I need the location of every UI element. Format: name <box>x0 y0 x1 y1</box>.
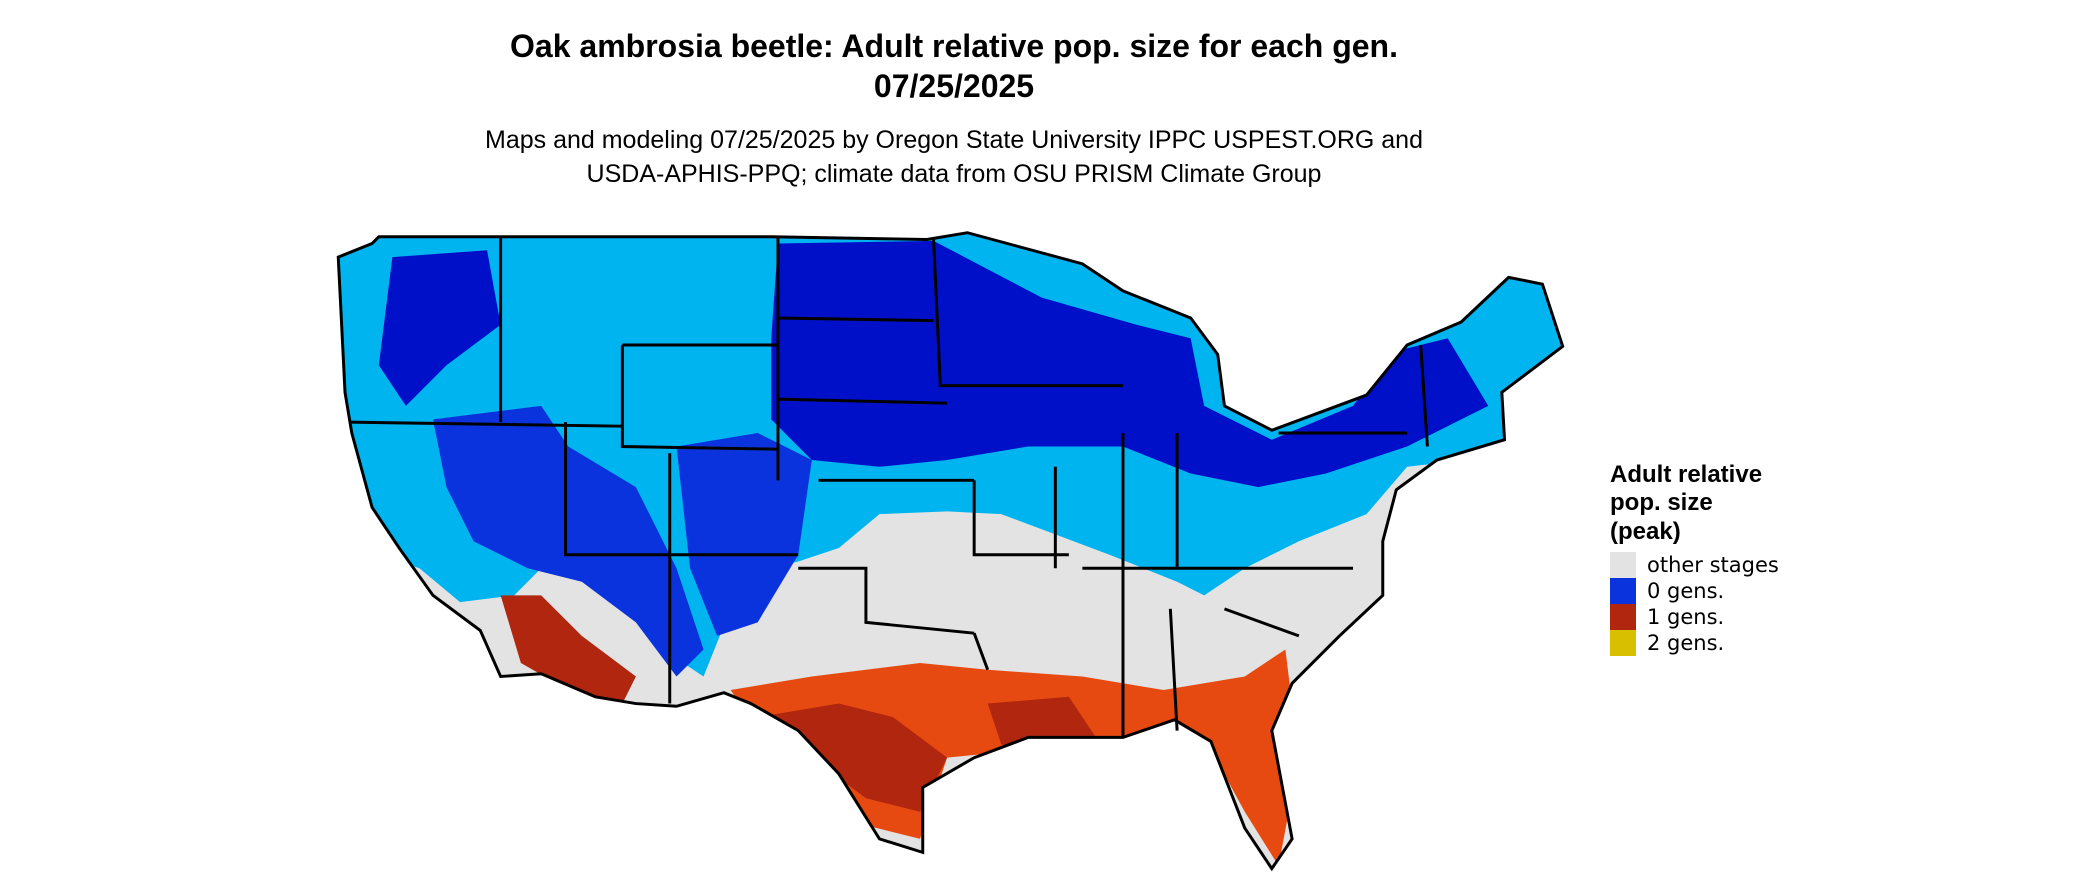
legend-title: Adult relative <box>1610 461 1762 488</box>
legend: Adult relative pop. size (peak) other st… <box>1610 461 1779 656</box>
title-date: 07/25/2025 <box>874 68 1034 104</box>
legend-label: 2 gens. <box>1647 631 1724 655</box>
subtitle: Maps and modeling 07/25/2025 by Oregon S… <box>485 126 1423 154</box>
legend-label: 0 gens. <box>1647 579 1724 603</box>
legend-swatch <box>1610 604 1636 630</box>
legend-label: 1 gens. <box>1647 605 1724 629</box>
legend-swatch <box>1610 578 1636 604</box>
legend-swatch <box>1610 630 1636 656</box>
legend-title: pop. size <box>1610 489 1713 516</box>
legend-swatch <box>1610 552 1636 578</box>
title: Oak ambrosia beetle: Adult relative pop.… <box>510 28 1398 64</box>
legend-label: other stages <box>1647 553 1779 577</box>
subtitle: USDA-APHIS-PPQ; climate data from OSU PR… <box>587 160 1322 188</box>
legend-title: (peak) <box>1610 518 1681 545</box>
